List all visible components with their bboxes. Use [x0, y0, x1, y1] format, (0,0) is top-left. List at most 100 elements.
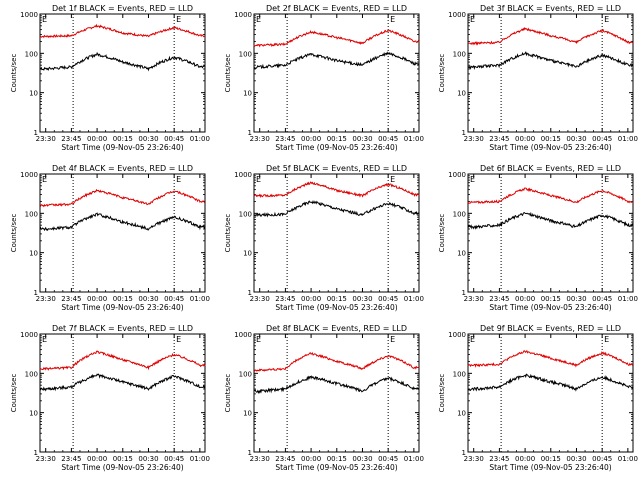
- x-tick-label: 00:15: [113, 295, 133, 303]
- y-tick-label: 10: [243, 90, 252, 98]
- y-tick-label: 1000: [234, 171, 252, 179]
- x-tick-label: 00:30: [566, 295, 586, 303]
- event-marker-label: E: [470, 15, 475, 24]
- y-tick-label: 10: [29, 90, 38, 98]
- x-tick-label: 00:45: [378, 135, 398, 143]
- y-tick-label: 1: [34, 449, 38, 457]
- panel-title: Det 5f BLACK = Events, RED = LLD: [266, 164, 407, 173]
- x-tick-label: 00:30: [352, 135, 372, 143]
- plot-frame: [467, 333, 634, 453]
- y-tick-label: 1: [34, 129, 38, 137]
- x-tick-label: 23:45: [275, 455, 295, 463]
- series-events: [39, 373, 206, 392]
- series-events: [253, 200, 420, 218]
- x-tick-label: 00:15: [327, 455, 347, 463]
- x-tick-label: 00:15: [541, 135, 561, 143]
- x-tick-label: 00:00: [301, 295, 321, 303]
- y-tick-label: 1000: [20, 331, 38, 339]
- event-marker-label: E: [256, 175, 261, 184]
- series-lld: [467, 187, 634, 204]
- y-tick-label: 1: [248, 449, 252, 457]
- x-tick-label: 00:15: [327, 135, 347, 143]
- panel-title: Det 9f BLACK = Events, RED = LLD: [480, 324, 621, 333]
- x-tick-label: 23:45: [489, 135, 509, 143]
- event-marker-label: E: [390, 15, 395, 24]
- y-tick-label: 10: [29, 250, 38, 258]
- series-lld: [39, 188, 206, 208]
- x-tick-label: 23:45: [61, 455, 81, 463]
- event-marker-label: E: [390, 175, 395, 184]
- event-marker-label: E: [390, 335, 395, 344]
- series-lld: [467, 350, 634, 368]
- plot-frame: [39, 173, 206, 293]
- x-tick-label: 00:30: [138, 295, 158, 303]
- plot-frame: [253, 13, 420, 133]
- series-lld: [39, 23, 206, 39]
- y-axis-label: Counts/sec: [10, 374, 18, 413]
- event-marker-label: E: [42, 175, 47, 184]
- x-tick-label: 00:00: [87, 295, 107, 303]
- y-tick-label: 10: [243, 250, 252, 258]
- x-axis-label: Start Time (09-Nov-05 23:26:40): [489, 143, 611, 152]
- y-tick-label: 1000: [20, 171, 38, 179]
- panel-title: Det 4f BLACK = Events, RED = LLD: [52, 164, 193, 173]
- y-tick-label: 1: [34, 289, 38, 297]
- plot-frame: [253, 173, 420, 293]
- x-tick-label: 01:00: [618, 455, 638, 463]
- y-tick-label: 100: [25, 370, 38, 378]
- x-tick-label: 23:30: [464, 135, 484, 143]
- x-tick-label: 00:00: [87, 455, 107, 463]
- y-axis-label: Counts/sec: [224, 374, 232, 413]
- y-axis-label: Counts/sec: [224, 54, 232, 93]
- y-tick-label: 100: [239, 50, 252, 58]
- x-axis-label: Start Time (09-Nov-05 23:26:40): [61, 303, 183, 312]
- series-lld: [467, 27, 634, 46]
- x-tick-label: 00:00: [515, 135, 535, 143]
- x-tick-label: 23:30: [36, 295, 56, 303]
- series-lld: [253, 181, 420, 199]
- x-tick-label: 00:15: [327, 295, 347, 303]
- x-tick-label: 23:30: [250, 455, 270, 463]
- x-tick-label: 00:00: [301, 455, 321, 463]
- x-tick-label: 01:00: [190, 455, 210, 463]
- x-axis-label: Start Time (09-Nov-05 23:26:40): [61, 463, 183, 472]
- series-events: [467, 373, 634, 392]
- x-tick-label: 01:00: [190, 295, 210, 303]
- series-events: [253, 375, 420, 394]
- event-marker-label: E: [176, 335, 181, 344]
- series-lld: [253, 29, 420, 48]
- event-marker-label: E: [470, 335, 475, 344]
- series-events: [467, 51, 634, 71]
- y-tick-label: 1000: [448, 331, 466, 339]
- y-tick-label: 100: [25, 50, 38, 58]
- panel-8: Det 8f BLACK = Events, RED = LLD 1 10 100 10…: [224, 324, 424, 472]
- x-tick-label: 00:30: [352, 295, 372, 303]
- y-axis-label: Counts/sec: [224, 214, 232, 253]
- x-tick-label: 00:30: [566, 135, 586, 143]
- x-tick-label: 00:45: [164, 135, 184, 143]
- panel-title: Det 8f BLACK = Events, RED = LLD: [266, 324, 407, 333]
- event-marker-label: E: [470, 175, 475, 184]
- series-lld: [253, 351, 420, 372]
- x-tick-label: 00:45: [164, 455, 184, 463]
- panel-6: Det 6f BLACK = Events, RED = LLD 1 10 100 10…: [438, 164, 638, 312]
- x-axis-label: Start Time (09-Nov-05 23:26:40): [275, 303, 397, 312]
- plot-frame: [39, 333, 206, 453]
- series-lld: [39, 350, 206, 371]
- panel-1: Det 1f BLACK = Events, RED = LLD 1 10 100 10…: [10, 4, 210, 152]
- x-tick-label: 23:45: [61, 295, 81, 303]
- y-tick-label: 1000: [234, 11, 252, 19]
- y-tick-label: 10: [457, 250, 466, 258]
- y-tick-label: 1000: [448, 11, 466, 19]
- y-tick-label: 1000: [234, 331, 252, 339]
- panel-title: Det 2f BLACK = Events, RED = LLD: [266, 4, 407, 13]
- x-axis-label: Start Time (09-Nov-05 23:26:40): [275, 463, 397, 472]
- x-tick-label: 00:45: [378, 295, 398, 303]
- x-tick-label: 00:30: [352, 455, 372, 463]
- y-tick-label: 1: [462, 289, 466, 297]
- series-events: [39, 212, 206, 232]
- series-events: [39, 51, 206, 72]
- x-axis-label: Start Time (09-Nov-05 23:26:40): [489, 303, 611, 312]
- y-tick-label: 1: [248, 289, 252, 297]
